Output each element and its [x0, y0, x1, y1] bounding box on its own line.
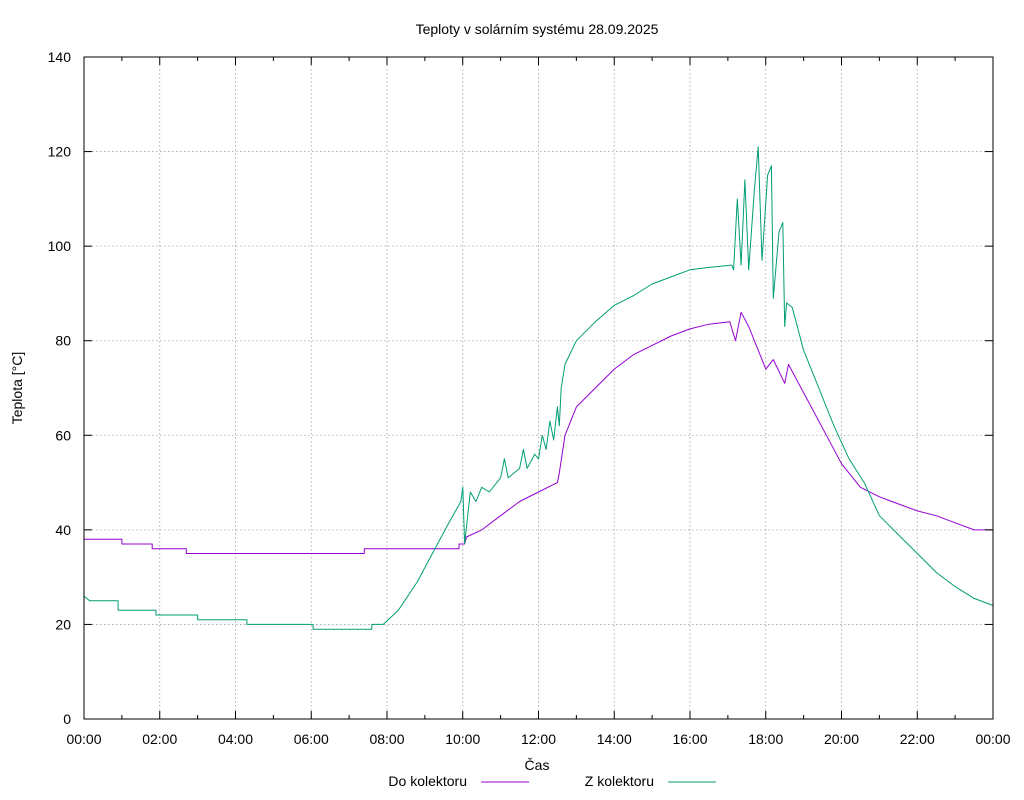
x-tick-label: 00:00: [66, 731, 101, 747]
x-axis-tick-labels: 00:00 02:00 04:00 06:00 08:00 10:00 12:00 14:00…: [66, 731, 1010, 747]
y-tick-label: 40: [55, 522, 71, 538]
x-tick-label: 22:00: [900, 731, 935, 747]
plot-lines: [83, 146, 994, 630]
x-tick-label: 00:00: [975, 731, 1010, 747]
y-tick-label: 140: [48, 49, 72, 65]
axis-ticks: [83, 56, 994, 720]
y-tick-label: 80: [55, 333, 71, 349]
y-tick-label: 120: [48, 144, 72, 160]
y-tick-label: 100: [48, 238, 72, 254]
x-axis-label: Čas: [525, 757, 550, 773]
x-tick-label: 18:00: [748, 731, 783, 747]
x-tick-label: 04:00: [218, 731, 253, 747]
y-tick-label: 0: [63, 711, 71, 727]
x-tick-label: 16:00: [672, 731, 707, 747]
series-line-do-kolektoru: [84, 311, 993, 554]
legend: Do kolektoru Z kolektoru: [388, 773, 716, 789]
grid: [84, 57, 993, 719]
y-tick-label: 20: [55, 616, 71, 632]
chart-title: Teploty v solárním systému 28.09.2025: [416, 21, 659, 37]
series-line-z-kolektoru: [83, 146, 994, 630]
legend-label-do-kolektoru: Do kolektoru: [388, 773, 467, 789]
x-tick-label: 02:00: [142, 731, 177, 747]
y-axis-label: Teplota [°C]: [9, 352, 25, 425]
x-tick-label: 14:00: [597, 731, 632, 747]
x-tick-label: 08:00: [369, 731, 404, 747]
x-tick-label: 10:00: [445, 731, 480, 747]
y-tick-label: 60: [55, 427, 71, 443]
y-axis-tick-labels: 0 20 40 60 80 100 120 140: [48, 49, 72, 727]
x-tick-label: 06:00: [294, 731, 329, 747]
legend-label-z-kolektoru: Z kolektoru: [585, 773, 654, 789]
x-tick-label: 12:00: [521, 731, 556, 747]
x-tick-label: 20:00: [824, 731, 859, 747]
